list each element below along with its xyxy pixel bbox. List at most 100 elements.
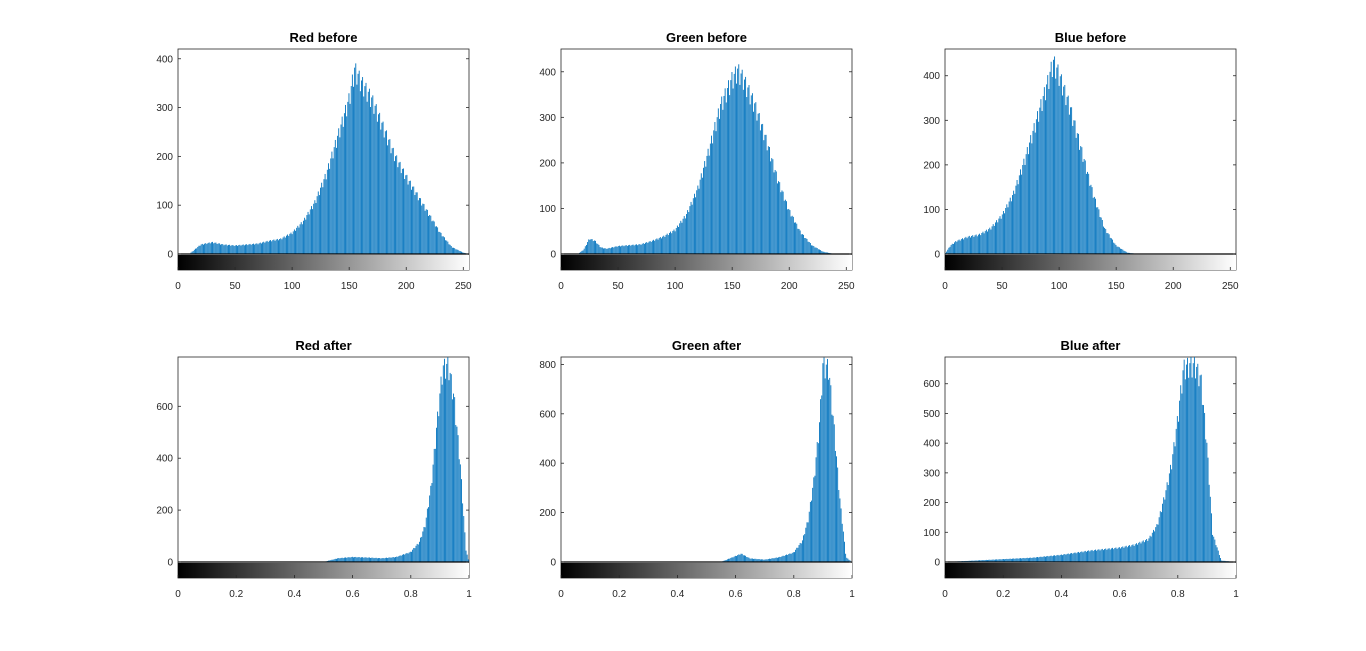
green-before-bar (728, 80, 729, 254)
red-before-bar (321, 182, 323, 254)
red-after-bar (351, 556, 353, 562)
blue-after-bar (1200, 374, 1202, 562)
blue-after-bar (1064, 554, 1066, 562)
red-before-bar (207, 243, 209, 254)
green-before-bar (596, 243, 598, 254)
red-before-bar (443, 237, 445, 254)
blue-after-ytick-label: 100 (923, 528, 940, 539)
blue-before-bar (977, 234, 979, 254)
green-after-bar (792, 552, 794, 562)
blue-before-bar (1068, 114, 1070, 255)
blue-after-bar (987, 560, 988, 562)
red-before-bar (455, 249, 457, 254)
blue-after-title: Blue after (1061, 338, 1121, 353)
red-before-bar (368, 88, 370, 255)
green-after-bar (770, 558, 772, 562)
blue-before-bar (1049, 71, 1051, 254)
green-before-bar (816, 248, 818, 254)
blue-before-bar (1064, 84, 1066, 254)
red-after-bar (433, 448, 435, 562)
red-after-bar (358, 557, 360, 562)
green-after-bar (740, 553, 742, 562)
green-before-bar (581, 250, 583, 254)
blue-after-bar (980, 560, 982, 562)
blue-after-bar (1121, 547, 1123, 562)
blue-after-bar (1150, 536, 1152, 562)
green-after-bar (747, 557, 749, 562)
green-before-bar (696, 190, 698, 254)
red-before-bar (449, 244, 451, 254)
red-after-bar (397, 556, 399, 562)
blue-before-bar (1045, 100, 1046, 254)
red-before-panel: 0 100 200 300 400 0 50 100 150 200 250 Red before (156, 30, 472, 292)
red-before-bar (361, 80, 362, 254)
green-before-bar (697, 185, 699, 254)
red-after-bar (449, 372, 451, 562)
blue-after-bar (1116, 548, 1118, 562)
blue-before-bar (993, 225, 995, 254)
green-after-xtick-label: 0.2 (612, 589, 626, 600)
red-before-bar (366, 101, 368, 255)
blue-after-bar (1024, 558, 1026, 562)
green-before-bar (694, 193, 695, 254)
green-before-bar (682, 218, 684, 254)
blue-after-bar (993, 559, 995, 562)
red-before-bar (250, 244, 252, 254)
red-before-bar (232, 245, 234, 254)
blue-before-bar (1115, 244, 1117, 254)
green-before-bar (623, 246, 625, 254)
red-before-bar (412, 186, 414, 254)
red-before-bar (299, 224, 301, 254)
blue-before-bar (1020, 169, 1021, 254)
green-before-bar (666, 233, 668, 254)
green-after-bar (803, 535, 805, 562)
green-before-xtick-label: 50 (612, 281, 624, 292)
green-after-bar (764, 559, 766, 562)
red-before-bar (423, 204, 425, 254)
red-after-bar (415, 545, 417, 562)
red-before-bar (224, 244, 226, 254)
blue-after-bar (1091, 549, 1093, 562)
green-after-title: Green after (672, 338, 741, 353)
green-before-bar (622, 245, 624, 254)
blue-after-xtick-label: 0.8 (1171, 589, 1185, 600)
red-before-bar (375, 104, 377, 254)
red-before-bar (339, 137, 341, 254)
blue-after-bar (1012, 558, 1013, 562)
blue-before-bar (1014, 193, 1016, 254)
green-after-bar (795, 549, 797, 562)
blue-after-bar (991, 559, 993, 562)
red-before-bar (226, 245, 228, 254)
green-before-bar (703, 167, 704, 254)
green-before-bar (591, 239, 593, 254)
red-after-bar (367, 557, 369, 562)
red-before-bar (205, 243, 207, 254)
green-before-bar (586, 244, 587, 254)
blue-before-bar (1075, 137, 1077, 254)
green-after-bar (809, 501, 811, 562)
red-before-bar (325, 179, 327, 254)
blue-after-bar (975, 560, 977, 562)
green-after-bar (751, 558, 753, 562)
blue-before-bar (1002, 211, 1004, 254)
green-before-bar (796, 223, 798, 254)
red-before-bar (440, 232, 442, 254)
red-after-bar (346, 557, 348, 562)
red-before-bar (276, 238, 278, 254)
blue-after-bar (1037, 557, 1038, 562)
blue-after-bar (1052, 555, 1054, 562)
green-after-panel: 0 200 400 600 800 0 0.2 0.4 0.6 0.8 1 Green after (539, 338, 855, 600)
green-before-bar (668, 232, 670, 254)
red-after-bar (382, 557, 384, 562)
green-before-bar (626, 245, 628, 254)
blue-after-bar (1164, 499, 1166, 562)
green-after-bar (821, 395, 823, 562)
blue-before-bar (966, 238, 968, 254)
green-before-bar (686, 214, 687, 254)
blue-after-bar (1117, 547, 1119, 562)
blue-after-bar (1198, 386, 1200, 562)
red-after-bar (426, 508, 428, 562)
red-after-bar (461, 479, 462, 562)
red-before-bar (274, 240, 276, 254)
green-after-bar (731, 557, 733, 562)
